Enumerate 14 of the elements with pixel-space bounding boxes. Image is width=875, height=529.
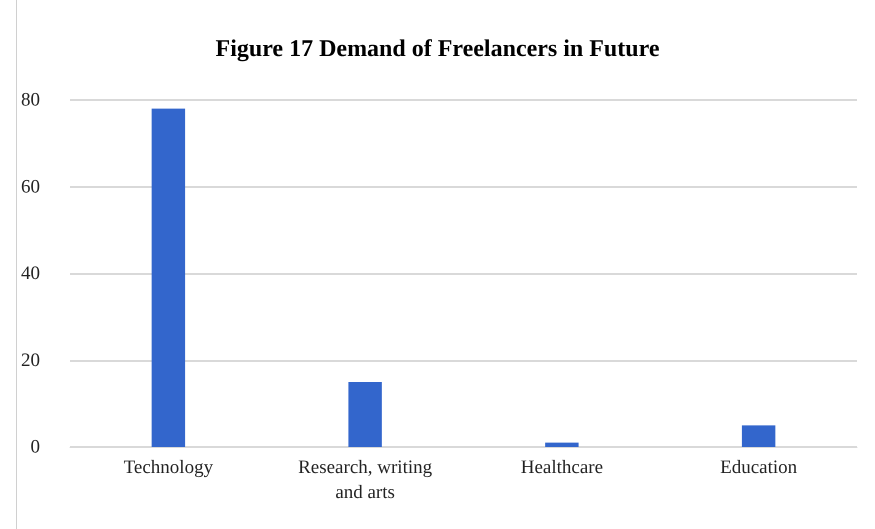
x-tick-label: Research, writing and arts <box>298 457 433 503</box>
y-tick-label: 0 <box>30 436 40 458</box>
bar <box>545 442 579 447</box>
bar <box>742 425 776 447</box>
x-tick-label: Technology <box>124 457 214 478</box>
bar <box>152 108 186 447</box>
chart-title: Figure 17 Demand of Freelancers in Future <box>216 36 660 62</box>
x-tick-label: Healthcare <box>520 457 604 478</box>
y-tick-label: 80 <box>21 90 40 110</box>
y-tick-label: 20 <box>21 350 40 371</box>
y-tick-label: 60 <box>21 176 40 198</box>
bar <box>348 382 382 447</box>
x-tick-label: Education <box>720 457 798 478</box>
y-tick-label: 40 <box>21 263 40 284</box>
